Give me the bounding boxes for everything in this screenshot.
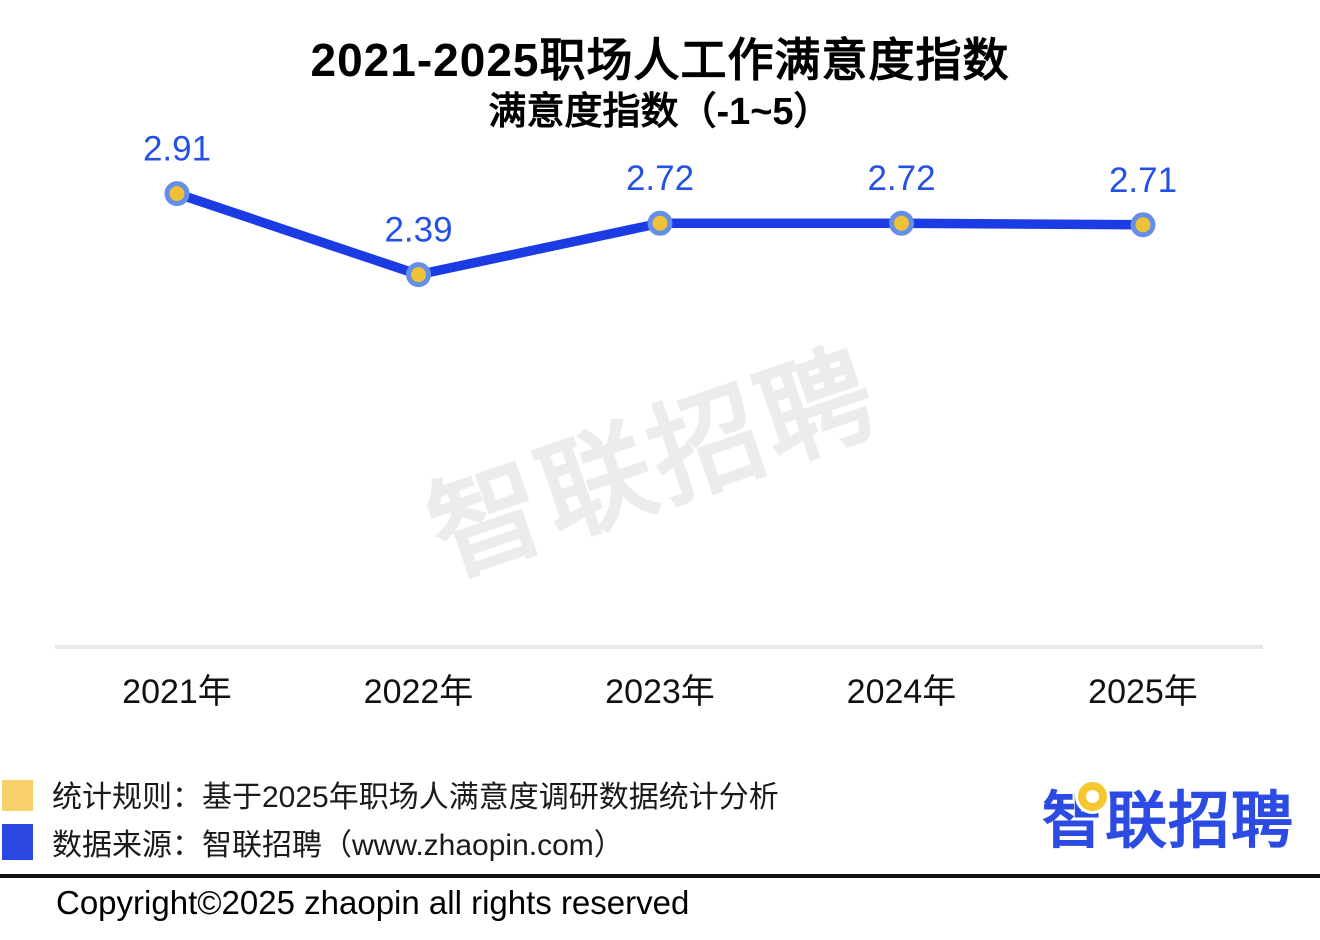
value-label: 2.72: [867, 159, 935, 198]
data-point-marker: [647, 210, 673, 236]
statistics-rule-note: 统计规则：基于2025年职场人满意度调研数据统计分析: [52, 781, 779, 814]
value-label: 2.71: [1109, 161, 1177, 200]
x-tick-label: 2024年: [847, 673, 957, 711]
data-point-marker: [406, 262, 431, 288]
data-point-marker: [1130, 212, 1156, 238]
value-label: 2.39: [384, 211, 452, 250]
zhaopin-logo: 智联招聘: [1042, 782, 1314, 862]
x-tick-label: 2021年: [122, 673, 232, 711]
copyright-text: Copyright©2025 zhaopin all rights reserv…: [56, 884, 690, 921]
legend-swatch-source: [2, 824, 33, 860]
data-source-note: 数据来源：智联招聘（www.zhaopin.com）: [52, 829, 624, 862]
x-tick-label: 2025年: [1088, 673, 1198, 711]
logo-pin-icon: [1078, 782, 1107, 811]
footer-divider: [0, 874, 1320, 878]
x-tick-label: 2022年: [364, 673, 474, 711]
value-label: 2.91: [143, 130, 211, 169]
chart-title: 2021-2025职场人工作满意度指数: [310, 34, 1010, 86]
chart-subtitle: 满意度指数（-1~5）: [488, 91, 832, 133]
value-label: 2.72: [626, 159, 694, 198]
x-tick-label: 2023年: [605, 673, 715, 711]
satisfaction-line-chart: 2.91 2.39 2.72 2.72 2.71 2021年 2022年 2023年 2024年…: [55, 130, 1263, 711]
data-point-marker: [889, 210, 914, 236]
data-point-marker: [164, 181, 190, 207]
x-axis-line: [55, 645, 1263, 649]
legend-swatch-statistics: [2, 780, 33, 811]
